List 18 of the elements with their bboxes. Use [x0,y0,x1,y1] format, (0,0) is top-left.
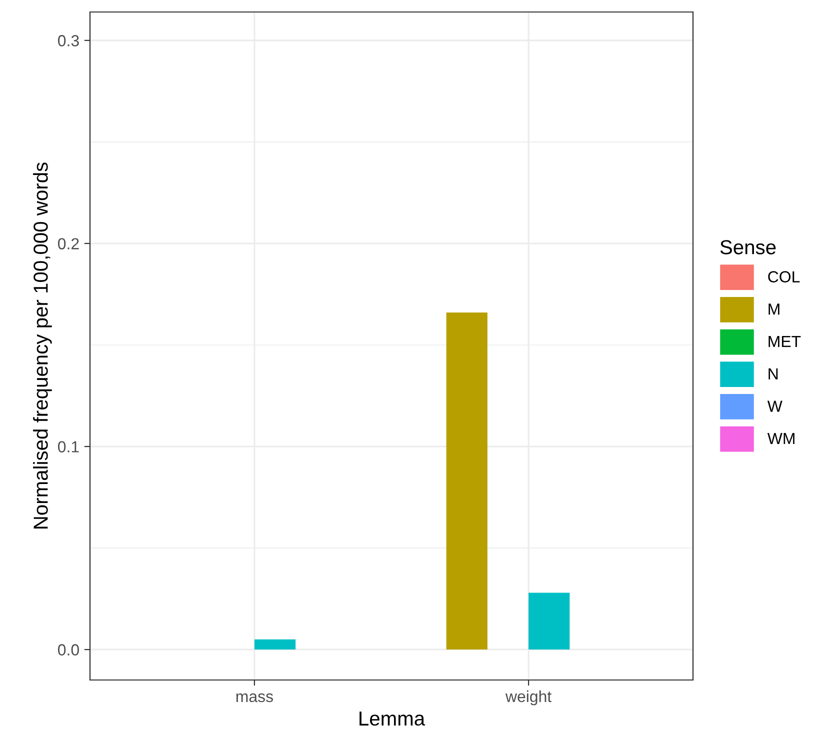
bar [254,639,296,650]
y-axis-title: Normalised frequency per 100,000 words [33,162,52,528]
x-tick-label: mass [236,693,273,702]
legend-label: N [768,368,778,380]
x-tick-label: weight [505,690,552,706]
legend-label: W [767,400,782,412]
bar [446,312,488,650]
y-tick-label: 0.2 [58,238,79,250]
x-axis-title: Lemma [360,712,426,726]
legend-label: WM [767,433,794,444]
legend-label: MET [768,336,801,347]
legend-label: M [768,304,780,315]
y-tick-label: 0.1 [58,441,79,452]
legend-title: Sense [720,240,776,254]
bar [528,592,570,650]
y-tick-label: 0.3 [58,35,79,46]
y-tick-label: 0.0 [58,644,79,656]
legend-label: COL [768,271,800,282]
